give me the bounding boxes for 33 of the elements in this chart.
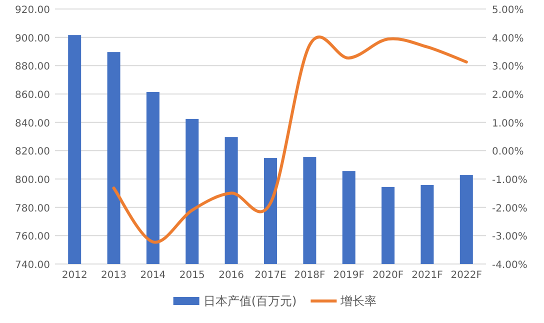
y2-tick-label: 4.00% — [492, 33, 524, 44]
y2-tick-label: 0.00% — [492, 146, 524, 158]
x-tick-label: 2014 — [140, 270, 166, 281]
y2-tick-label: 5.00% — [492, 5, 524, 16]
x-tick-label: 2015 — [179, 270, 205, 281]
y-tick-label: 900.00 — [15, 33, 50, 44]
y-tick-label: 760.00 — [15, 232, 50, 243]
y-tick-label: 780.00 — [15, 203, 50, 214]
x-tick-label: 2019F — [333, 270, 365, 281]
x-tick-label: 2020F — [372, 270, 404, 281]
y2-tick-label: 1.00% — [492, 118, 524, 130]
y-tick-label: 800.00 — [15, 175, 50, 186]
y2-tick-label: -3.00% — [492, 232, 528, 243]
legend-label: 增长率 — [340, 294, 377, 308]
x-tick-label: 2021F — [412, 270, 444, 281]
y2-tick-label: 3.00% — [492, 62, 524, 73]
x-tick-label: 2016 — [218, 270, 244, 281]
x-tick-label: 2013 — [101, 270, 126, 281]
x-tick-label: 2012 — [62, 270, 88, 281]
y2-tick-label: -4.00% — [492, 260, 528, 271]
x-tick-label: 2022F — [450, 270, 482, 281]
y2-tick-label: 2.00% — [492, 90, 524, 101]
y-tick-label: 880.00 — [15, 62, 50, 73]
y2-tick-label: -1.00% — [492, 175, 528, 186]
x-tick-label: 2017E — [254, 270, 286, 281]
y-tick-label: 920.00 — [15, 5, 50, 16]
y-tick-label: 860.00 — [15, 90, 50, 101]
legend-label: 日本产值(百万元) — [203, 294, 297, 308]
y-tick-label: 840.00 — [15, 118, 50, 130]
x-tick-label: 2018F — [294, 270, 326, 281]
y-tick-label: 820.00 — [15, 146, 50, 158]
y-tick-label: 740.00 — [15, 260, 50, 271]
y2-tick-label: -2.00% — [492, 203, 528, 214]
